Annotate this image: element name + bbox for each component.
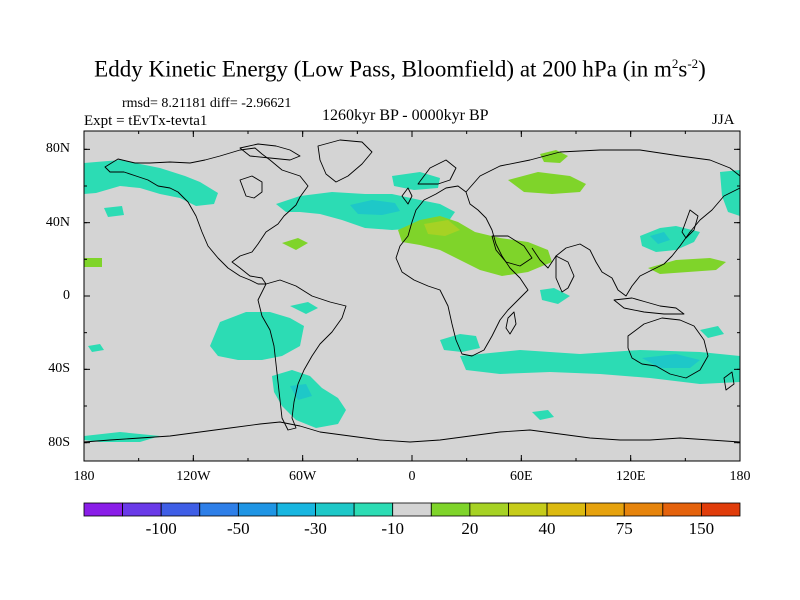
- map-plot: [84, 131, 740, 461]
- season-label: JJA: [712, 112, 735, 128]
- north-pacific-cyan-small: [104, 206, 124, 217]
- coast-hudson-bay: [239, 175, 263, 199]
- lat-label-40n: 40N: [45, 214, 70, 230]
- lon-label-60e: 60E: [510, 469, 533, 484]
- coast-north-america: [104, 147, 309, 285]
- title-superscript-2: -2: [687, 56, 699, 71]
- lat-label-40s: 40S: [48, 361, 70, 377]
- colorbar-label: 75: [615, 519, 633, 538]
- east-pacific-cyan-small: [700, 326, 724, 338]
- coast-greenland: [317, 139, 373, 183]
- north-atlantic-blue-core: [350, 200, 400, 215]
- colorbar-swatch: [585, 502, 625, 517]
- colorbar-swatch: [237, 502, 278, 517]
- south-america-cyan: [272, 370, 346, 428]
- south-pacific-cyan-small: [290, 302, 318, 314]
- east-asia-green: [648, 258, 726, 274]
- east-asia-blue-core: [650, 232, 670, 244]
- siberia-green-small: [540, 150, 568, 163]
- colorbar-label: -10: [381, 519, 405, 538]
- lat-label-80n: 80N: [45, 141, 70, 157]
- colorbar-swatch: [122, 502, 162, 517]
- colorbar-swatch: [701, 502, 741, 517]
- north-pacific-cyan-east: [84, 160, 218, 206]
- lat-label-80s: 80S: [48, 434, 70, 450]
- coast-india: [555, 255, 575, 293]
- south-ocean-cyan: [84, 432, 160, 442]
- colorbar-swatch: [392, 502, 432, 517]
- coast-uk: [401, 187, 413, 205]
- colorbar-label: -30: [304, 519, 327, 538]
- colorbar-swatch: [353, 502, 394, 517]
- coast-south-america: [257, 279, 347, 431]
- coast-madagascar: [505, 311, 517, 335]
- colorbar-label: 150: [688, 519, 715, 538]
- south-indian-cyan-small-2: [532, 410, 554, 420]
- coast-antarctica: [84, 421, 740, 443]
- title-main: Eddy Kinetic Energy (Low Pass, Bloomfiel…: [94, 56, 672, 82]
- colorbar-swatch: [430, 502, 471, 517]
- siberia-green: [508, 172, 586, 194]
- colorbar-swatch: [276, 502, 316, 517]
- coast-southeast-asia-islands: [613, 297, 685, 315]
- colorbar-swatch: [662, 502, 702, 517]
- stats-label: rmsd= 8.21181 diff= -2.96621: [122, 96, 292, 111]
- north-atlantic-cyan-2: [392, 172, 440, 190]
- lon-label-60w: 60W: [289, 469, 317, 484]
- coast-scandinavia: [417, 159, 457, 185]
- period-label: 1260kyr BP - 0000kyr BP: [322, 107, 489, 124]
- pacific-green-small: [84, 258, 102, 267]
- coast-arabia: [491, 235, 533, 267]
- experiment-label: Expt = tEvTx-tevta1: [84, 113, 208, 129]
- colorbar-swatch: [623, 502, 664, 517]
- coastlines: [84, 139, 740, 443]
- lon-label-180w: 180: [73, 469, 95, 484]
- coast-new-zealand: [723, 371, 735, 391]
- lon-label-120e: 120E: [615, 469, 646, 484]
- colorbar-swatch: [199, 502, 239, 517]
- colorbar-swatch: [546, 502, 587, 517]
- south-atlantic-cyan: [440, 334, 480, 352]
- lon-label-180e: 180: [729, 469, 751, 484]
- south-indian-cyan-small-1: [540, 288, 570, 304]
- coast-arctic-islands: [239, 143, 301, 161]
- coast-europe-africa: [395, 185, 529, 357]
- south-pacific-cyan: [210, 312, 304, 360]
- mid-atlantic-green: [282, 238, 308, 250]
- colorbar-swatch: [160, 502, 201, 517]
- title-superscript-1: 2: [671, 56, 679, 71]
- colorbar-swatch: [508, 502, 548, 517]
- colorbar-label: 20: [461, 519, 479, 538]
- map-title: Eddy Kinetic Energy (Low Pass, Bloomfiel…: [0, 56, 800, 83]
- lat-label-0: 0: [63, 288, 70, 303]
- east-asia-cyan: [640, 226, 700, 252]
- lon-label-120w: 120W: [176, 469, 211, 484]
- lon-label-0: 0: [408, 469, 416, 484]
- colorbar-swatch: [83, 502, 123, 517]
- mediterranean-yellow-core: [424, 220, 460, 236]
- south-america-blue-core: [290, 384, 312, 400]
- colorbar-label: -50: [227, 519, 250, 538]
- title-end: ): [698, 56, 706, 82]
- colorbar-swatch: [469, 502, 509, 517]
- colorbar-label: 40: [538, 519, 556, 538]
- axis-ticks: [83, 131, 741, 461]
- colorbar-label: -100: [145, 519, 177, 538]
- title-mid: s: [678, 56, 688, 82]
- australia-blue-core: [642, 354, 700, 368]
- coast-asia: [465, 149, 740, 297]
- colorbar: [83, 502, 741, 517]
- coast-australia: [627, 317, 709, 379]
- south-pacific-cyan-tiny: [88, 344, 104, 352]
- coast-japan: [681, 209, 699, 239]
- colorbar-swatch: [315, 502, 355, 517]
